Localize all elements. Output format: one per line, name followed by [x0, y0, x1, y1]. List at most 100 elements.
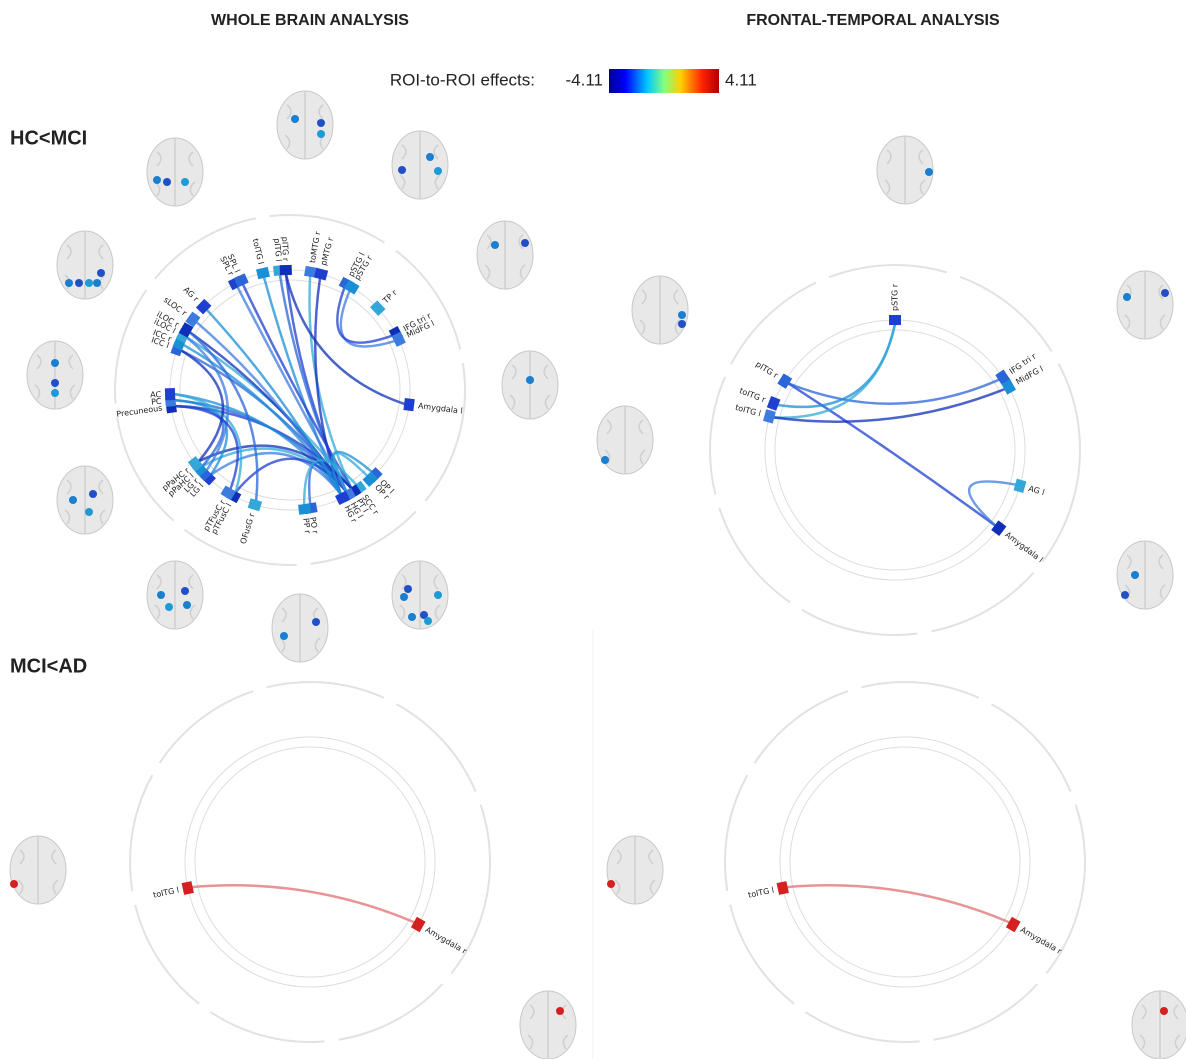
- connection: [773, 323, 897, 419]
- brain-icon: [1131, 990, 1186, 1059]
- column-header: WHOLE BRAIN ANALYSIS: [211, 12, 409, 29]
- roi-label: toITG l: [747, 885, 775, 899]
- roi-node: [1001, 379, 1016, 395]
- brain-folds: [279, 594, 321, 662]
- brain-icon: [476, 220, 534, 290]
- roi-node: [247, 498, 263, 512]
- roi-node: [991, 520, 1007, 537]
- brain-dot: [157, 591, 165, 599]
- brain-folds: [399, 561, 441, 629]
- connection: [173, 392, 342, 495]
- roi-label: toITG r: [738, 386, 767, 404]
- connection: [198, 444, 353, 490]
- roi-node: [304, 265, 318, 278]
- roi-node: [777, 373, 793, 389]
- brain-dot: [434, 167, 442, 175]
- connection: [185, 336, 229, 472]
- roi-label: PP r: [301, 517, 312, 534]
- brain-dot: [601, 456, 609, 464]
- brain-icon: [271, 593, 329, 663]
- connection: [787, 378, 1000, 405]
- connection: [302, 458, 358, 506]
- brain-dot: [678, 311, 686, 319]
- brain-folds: [884, 136, 926, 204]
- roi-node: [185, 311, 201, 328]
- roi-node: [370, 300, 386, 316]
- roi-label: pITG l: [272, 238, 283, 262]
- connection: [332, 451, 369, 492]
- brain-dot: [165, 603, 173, 611]
- connection: [210, 451, 342, 496]
- roi-label: pSTG r: [891, 283, 900, 311]
- outer-ring: [129, 681, 491, 1043]
- connection: [786, 884, 1011, 924]
- brain-folds: [64, 231, 106, 299]
- brain-dot: [400, 593, 408, 601]
- brain-dot: [280, 632, 288, 640]
- brain-dot: [181, 178, 189, 186]
- brain-folds: [1124, 271, 1166, 339]
- brain-icon: [391, 560, 449, 630]
- outer-ring: [114, 214, 466, 566]
- roi-label: AG l: [1027, 484, 1045, 497]
- roi-node: [178, 322, 194, 338]
- brain-dot: [678, 320, 686, 328]
- roi-label: Amygdala r: [424, 925, 469, 956]
- connection: [241, 283, 353, 490]
- roi-label: toITG l: [734, 403, 762, 418]
- roi-node: [410, 916, 426, 933]
- brain-icon: [519, 990, 577, 1059]
- brain-dot: [491, 241, 499, 249]
- roi-label: OFusG r: [239, 511, 257, 545]
- roi-node: [181, 881, 194, 895]
- roi-label: pITG r: [754, 360, 780, 381]
- connection: [284, 273, 406, 406]
- roi-node: [256, 266, 270, 280]
- colorbar-label: ROI-to-ROI effects:: [390, 70, 535, 89]
- roi-node: [298, 503, 312, 515]
- connection: [234, 457, 348, 494]
- brain-folds: [17, 836, 59, 904]
- roi-label: PO r: [308, 516, 320, 535]
- brain-icon: [26, 340, 84, 410]
- brain-icon: [146, 560, 204, 630]
- brain-icon: [391, 130, 449, 200]
- brain-folds: [604, 406, 646, 474]
- brain-dot: [398, 166, 406, 174]
- roi-node: [766, 396, 781, 411]
- colorbar-min: -4.11: [566, 70, 604, 89]
- brain-icon: [146, 137, 204, 207]
- brain-dot: [408, 613, 416, 621]
- brain-dot: [181, 587, 189, 595]
- brain-dot: [1123, 293, 1131, 301]
- brain-folds: [64, 466, 106, 534]
- roi-node: [313, 267, 329, 281]
- connection: [308, 461, 348, 505]
- brain-dot: [312, 618, 320, 626]
- brain-folds: [399, 131, 441, 199]
- ring: [774, 329, 1016, 571]
- connection: [967, 480, 1017, 527]
- brain-dot: [521, 239, 529, 247]
- roi-node: [995, 369, 1011, 386]
- roi-node: [195, 298, 212, 315]
- row-label: MCI<AD: [10, 655, 87, 677]
- brain-icon: [1116, 270, 1174, 340]
- brain-dot: [163, 178, 171, 186]
- roi-label: PC: [151, 397, 163, 407]
- brain-dot: [51, 379, 59, 387]
- brain-dot: [317, 119, 325, 127]
- roi-label: pMTG r: [319, 236, 335, 267]
- connection: [175, 404, 239, 490]
- roi-node: [403, 398, 415, 412]
- brain-dot: [75, 279, 83, 287]
- brain-dot: [51, 359, 59, 367]
- brain-folds: [154, 561, 196, 629]
- brain-dot: [291, 115, 299, 123]
- roi-node: [362, 471, 379, 487]
- brain-folds: [614, 836, 656, 904]
- ring: [764, 319, 1026, 581]
- brain-dot: [153, 176, 161, 184]
- brain-dot: [93, 279, 101, 287]
